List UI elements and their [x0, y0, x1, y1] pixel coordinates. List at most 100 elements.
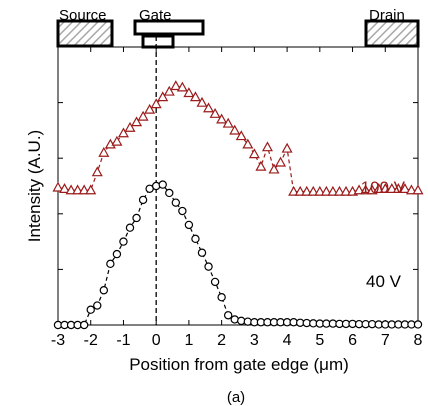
data-point [65, 184, 77, 195]
data-point [333, 185, 345, 196]
data-point [91, 166, 103, 177]
data-point [203, 102, 215, 113]
data-point [176, 81, 188, 92]
x-tick-label: 8 [414, 332, 423, 349]
data-point [79, 320, 89, 330]
data-point [99, 286, 109, 295]
data-point [307, 185, 319, 196]
data-point [165, 188, 174, 198]
x-tick-label: 2 [217, 332, 226, 349]
gate-footprint [141, 34, 175, 49]
data-point [301, 185, 313, 196]
data-point [191, 234, 200, 244]
data-point [170, 80, 182, 91]
x-tick-label: 1 [184, 332, 193, 349]
data-point [405, 184, 417, 195]
data-point [189, 91, 201, 102]
data-point [217, 293, 226, 302]
data-point [111, 135, 123, 146]
data-point [131, 116, 143, 127]
data-point [106, 259, 115, 269]
data-point [412, 184, 424, 195]
x-tick-label: -2 [84, 332, 98, 349]
x-tick-label: 4 [283, 332, 292, 349]
gate-electrode [133, 19, 205, 36]
x-tick-labels: -3 -2 -1 0 1 2 3 4 5 6 7 8 [51, 332, 423, 349]
data-point [124, 121, 136, 132]
data-point [125, 223, 135, 232]
x-tick-label: -1 [116, 332, 130, 349]
data-point [392, 183, 404, 193]
data-point [86, 305, 95, 314]
data-point [184, 220, 194, 230]
data-point [229, 124, 241, 135]
data-point [196, 96, 208, 107]
data-point [59, 183, 71, 193]
data-point [163, 85, 175, 96]
gate-label: Gate [139, 7, 172, 24]
data-point [223, 311, 233, 320]
x-tick-label: -3 [51, 332, 65, 349]
data-point [235, 130, 247, 141]
data-point [72, 184, 84, 195]
data-point [242, 138, 254, 149]
data-point [281, 142, 293, 153]
data-point [132, 213, 141, 223]
x-axis-title: Position from gate edge (μm) [129, 355, 349, 374]
data-point [222, 117, 234, 128]
data-point [327, 185, 339, 196]
x-tick-label: 5 [315, 332, 324, 349]
data-point [255, 160, 267, 171]
data-point [197, 248, 207, 257]
data-point [373, 183, 385, 193]
data-point [183, 87, 195, 98]
data-point [93, 301, 102, 310]
data-point [288, 185, 300, 196]
device-schematic: Source Gate Drain [56, 7, 420, 49]
data-point [137, 110, 149, 121]
data-point [204, 262, 213, 271]
data-point [85, 184, 97, 195]
data-point [314, 185, 326, 196]
data-point [144, 103, 156, 114]
series-label-100v: 100 V [361, 178, 406, 197]
figure-caption: (a) [227, 389, 245, 406]
data-point [248, 148, 260, 159]
data-point [150, 98, 162, 109]
x-tick-label: 6 [348, 332, 357, 349]
drain-label: Drain [369, 7, 405, 24]
data-point [353, 184, 365, 195]
data-point [138, 195, 148, 205]
data-point [386, 183, 398, 193]
series-100v [52, 80, 424, 196]
x-tick-label: 7 [381, 332, 390, 349]
source-contact [56, 19, 114, 48]
data-point [117, 127, 129, 138]
data-point [158, 180, 167, 189]
data-point [294, 185, 306, 196]
drain-contact [364, 19, 420, 48]
data-point [413, 320, 423, 329]
x-tick-label: 0 [152, 332, 161, 349]
series-40v [53, 180, 423, 330]
data-point [275, 156, 287, 167]
data-point [268, 163, 280, 174]
data-point [78, 184, 90, 195]
data-point [209, 107, 221, 118]
data-point [261, 141, 273, 152]
source-label: Source [59, 7, 107, 24]
y-axis-title: Intensity (A.U.) [25, 130, 44, 242]
series-line [58, 183, 418, 326]
data-point [216, 113, 228, 124]
series-layer [52, 80, 424, 330]
data-point [178, 206, 187, 216]
data-point [52, 181, 64, 192]
data-point [360, 184, 372, 195]
data-point [210, 277, 220, 287]
data-point [379, 183, 391, 193]
data-point [320, 185, 332, 196]
data-point [340, 185, 352, 196]
data-point [119, 237, 128, 246]
data-point [98, 146, 110, 157]
